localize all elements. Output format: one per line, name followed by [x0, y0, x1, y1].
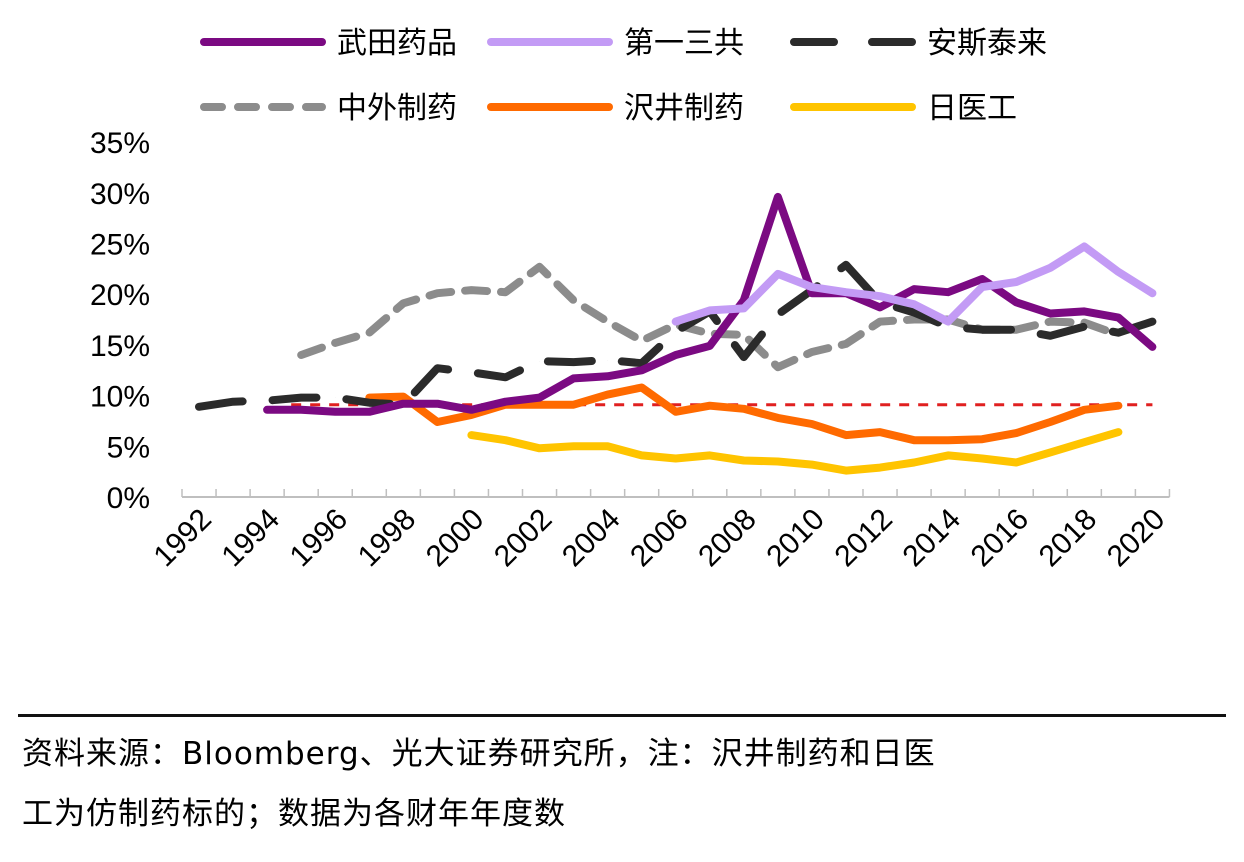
legend-label: 中外制药: [337, 91, 457, 126]
y-tick-label: 30%: [90, 178, 150, 211]
y-tick-label: 10%: [90, 381, 150, 414]
x-tick-label: 1992: [147, 503, 218, 574]
x-tick-label: 2006: [624, 503, 695, 574]
legend-label: 安斯泰来: [927, 26, 1047, 61]
legend-label: 日医工: [927, 91, 1017, 126]
footer-divider: [18, 714, 1226, 717]
x-tick-label: 2016: [965, 503, 1036, 574]
x-tick-label: 2010: [760, 503, 831, 574]
x-tick-label: 1996: [284, 503, 355, 574]
legend-label: 第一三共: [624, 26, 744, 61]
line-chart: 0%5%10%15%20%25%30%35%199219941996199820…: [90, 26, 1172, 574]
x-tick-label: 2012: [828, 503, 899, 574]
x-tick-label: 1994: [216, 503, 287, 574]
y-tick-label: 5%: [107, 431, 150, 464]
x-tick-label: 2002: [488, 503, 559, 574]
x-tick-label: 2004: [556, 503, 627, 574]
series-line-5: [467, 428, 1123, 475]
y-tick-label: 15%: [90, 330, 150, 363]
series-line-4: [365, 383, 1123, 445]
footer-note: 工为仿制药标的；数据为各财年年度数: [22, 796, 566, 832]
y-tick-label: 20%: [90, 279, 150, 312]
legend-label: 武田药品: [337, 26, 457, 61]
x-tick-label: 2014: [897, 503, 968, 574]
y-tick-label: 35%: [90, 127, 150, 160]
x-tick-label: 2008: [692, 503, 763, 574]
series-line-2: [195, 260, 1157, 411]
y-tick-label: 0%: [107, 482, 150, 515]
footer-source: 资料来源：Bloomberg、光大证券研究所，注：沢井制药和日医: [22, 736, 936, 772]
x-tick-label: 2020: [1101, 503, 1172, 574]
y-tick-label: 25%: [90, 229, 150, 262]
x-tick-label: 2000: [420, 503, 491, 574]
legend-label: 沢井制药: [624, 91, 744, 126]
x-tick-label: 1998: [352, 503, 423, 574]
x-tick-label: 2018: [1033, 503, 1104, 574]
